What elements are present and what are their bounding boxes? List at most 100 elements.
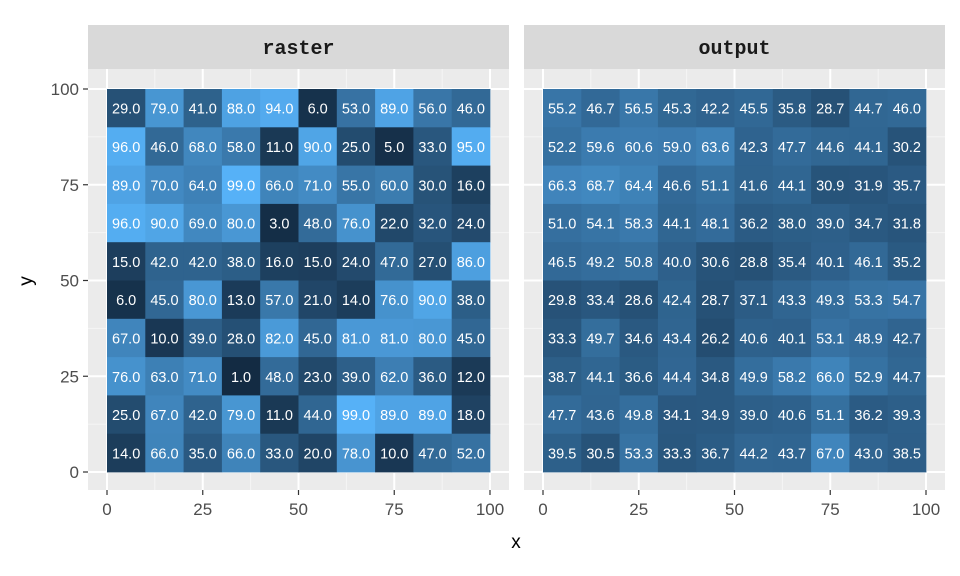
heatmap-cell: [657, 127, 697, 166]
heatmap-cell: [772, 280, 812, 320]
heatmap-cell: [336, 165, 376, 205]
heatmap-cell: [183, 203, 223, 243]
cell-value-label: 35.4: [778, 255, 806, 271]
cell-value-label: 45.5: [740, 102, 768, 118]
cell-value-label: 34.8: [701, 370, 729, 386]
heatmap-cell: [145, 395, 184, 435]
cell-value-label: 40.1: [816, 255, 844, 271]
cell-value-label: 50.8: [625, 255, 653, 271]
cell-value-label: 42.4: [663, 293, 691, 309]
cell-value-label: 99.0: [342, 408, 370, 424]
heatmap-cell: [811, 165, 850, 205]
cell-value-label: 46.5: [548, 255, 576, 271]
heatmap-cell: [451, 165, 491, 205]
cell-value-label: 49.9: [740, 370, 768, 386]
cell-value-label: 33.0: [265, 446, 293, 462]
cell-value-label: 6.0: [116, 293, 136, 309]
heatmap-cell: [107, 357, 146, 396]
cell-value-label: 81.0: [342, 331, 370, 347]
heatmap-cell: [657, 395, 697, 435]
heatmap-cell: [887, 127, 927, 166]
y-tick-label: 0: [70, 463, 79, 482]
cell-value-label: 40.6: [740, 331, 768, 347]
heatmap-cell: [298, 127, 338, 166]
heatmap-cell: [696, 433, 735, 473]
x-tick-label: 25: [193, 500, 212, 519]
cell-value-label: 39.0: [342, 370, 370, 386]
cell-value-label: 42.0: [189, 255, 217, 271]
cell-value-label: 28.7: [701, 293, 729, 309]
heatmap-cell: [145, 242, 184, 281]
heatmap-cell: [336, 280, 376, 320]
heatmap-cell: [619, 357, 659, 396]
heatmap-cell: [581, 318, 620, 358]
cell-value-label: 28.6: [625, 293, 653, 309]
heatmap-cell: [849, 203, 889, 243]
heatmap-cell: [413, 433, 453, 473]
heatmap-cell: [221, 395, 261, 435]
y-tick-label: 25: [60, 367, 79, 386]
heatmap-cell: [849, 318, 889, 358]
cell-value-label: 68.7: [586, 178, 614, 194]
cell-value-label: 34.7: [854, 217, 882, 233]
heatmap-cell: [734, 89, 774, 128]
heatmap-cell: [336, 318, 376, 358]
cell-value-label: 42.2: [701, 102, 729, 118]
heatmap-cell: [336, 203, 376, 243]
cell-value-label: 32.0: [418, 217, 446, 233]
heatmap-cell: [581, 127, 620, 166]
heatmap-cell: [298, 280, 338, 320]
cell-value-label: 44.6: [816, 140, 844, 156]
heatmap-cell: [260, 318, 299, 358]
heatmap-cell: [811, 318, 850, 358]
cell-value-label: 80.0: [227, 217, 255, 233]
cell-value-label: 30.2: [893, 140, 921, 156]
heatmap-cell: [849, 395, 889, 435]
heatmap-cell: [772, 242, 812, 281]
cell-value-label: 46.6: [663, 178, 691, 194]
heatmap-cell: [451, 89, 491, 128]
heatmap-cell: [413, 395, 453, 435]
heatmap-cell: [887, 357, 927, 396]
heatmap-cell: [107, 89, 146, 128]
heatmap-cell: [734, 242, 774, 281]
heatmap-cell: [772, 89, 812, 128]
cell-value-label: 46.0: [457, 102, 485, 118]
heatmap-cell: [696, 89, 735, 128]
heatmap-cell: [375, 165, 414, 205]
heatmap-cell: [619, 89, 659, 128]
cell-value-label: 38.5: [893, 446, 921, 462]
cell-value-label: 33.3: [663, 446, 691, 462]
y-tick-label: 100: [51, 80, 79, 99]
cell-value-label: 29.0: [112, 102, 140, 118]
cell-value-label: 18.0: [457, 408, 485, 424]
cell-value-label: 30.0: [418, 178, 446, 194]
cell-value-label: 31.9: [854, 178, 882, 194]
cell-value-label: 49.7: [586, 331, 614, 347]
cell-value-label: 44.1: [854, 140, 882, 156]
cell-value-label: 15.0: [304, 255, 332, 271]
cell-value-label: 35.7: [893, 178, 921, 194]
cell-value-label: 48.1: [701, 217, 729, 233]
cell-value-label: 40.0: [663, 255, 691, 271]
cell-value-label: 39.0: [740, 408, 768, 424]
cell-value-label: 49.3: [816, 293, 844, 309]
heatmap-cell: [811, 203, 850, 243]
heatmap-cell: [887, 165, 927, 205]
heatmap-cell: [413, 127, 453, 166]
cell-value-label: 43.7: [778, 446, 806, 462]
cell-value-label: 64.4: [625, 178, 653, 194]
facet-strip: [88, 25, 509, 69]
cell-value-label: 35.2: [893, 255, 921, 271]
cell-value-label: 53.3: [625, 446, 653, 462]
heatmap-cell: [887, 89, 927, 128]
heatmap-cell: [145, 165, 184, 205]
facet-strip-label: output: [698, 38, 770, 61]
cell-value-label: 46.1: [854, 255, 882, 271]
heatmap-cell: [298, 242, 338, 281]
cell-value-label: 15.0: [112, 255, 140, 271]
panel-output: output 55.2 46.7 56.5 45.3 42.2 45.5 35.8 28.7 44…: [524, 25, 945, 519]
cell-value-label: 55.2: [548, 102, 576, 118]
cell-value-label: 41.6: [740, 178, 768, 194]
heatmap-cell: [183, 318, 223, 358]
